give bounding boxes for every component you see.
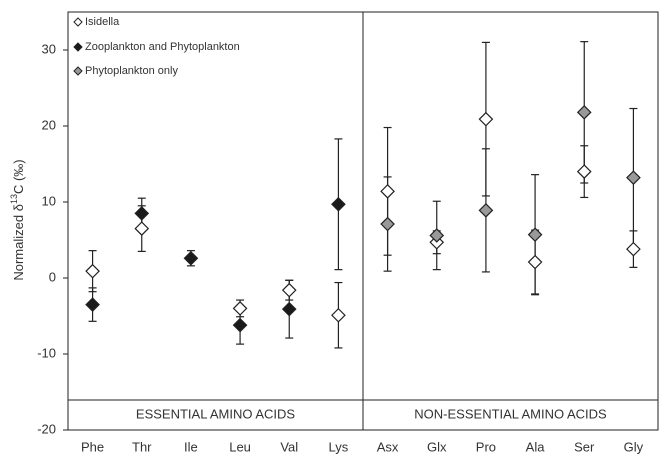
x-tick-label: Ile xyxy=(184,439,198,454)
point xyxy=(281,301,297,317)
y-tick-label: 0 xyxy=(49,269,56,284)
point xyxy=(429,228,445,243)
legend-marker xyxy=(73,17,83,27)
y-tick-label: 10 xyxy=(42,193,56,208)
x-tick-label: Val xyxy=(280,439,298,454)
point xyxy=(576,104,592,120)
point xyxy=(281,282,297,298)
group-label: ESSENTIAL AMINO ACIDS xyxy=(136,406,296,421)
y-label-superscript: 13 xyxy=(9,194,19,204)
point xyxy=(232,317,248,333)
y-tick-label: 30 xyxy=(42,41,56,56)
point xyxy=(232,301,248,316)
point xyxy=(527,227,543,243)
point xyxy=(85,297,100,312)
point xyxy=(478,203,494,218)
point xyxy=(527,254,543,270)
point xyxy=(380,216,395,232)
point xyxy=(134,206,150,221)
x-tick-label: Lys xyxy=(329,439,349,454)
point xyxy=(626,170,641,186)
y-label-suffix: C (‰) xyxy=(11,159,26,194)
point xyxy=(478,111,494,127)
point xyxy=(331,307,346,323)
y-label-prefix: Normalized δ xyxy=(11,204,26,281)
x-tick-label: Leu xyxy=(229,439,251,454)
point xyxy=(85,263,100,279)
x-tick-label: Ala xyxy=(526,439,546,454)
legend-marker xyxy=(73,42,83,52)
point xyxy=(576,164,592,179)
x-tick-label: Asx xyxy=(377,439,399,454)
x-tick-label: Thr xyxy=(132,439,152,454)
legend-marker xyxy=(73,66,83,76)
y-tick-label: -10 xyxy=(37,345,56,360)
x-tick-label: Gly xyxy=(624,439,644,454)
x-tick-label: Glx xyxy=(427,439,447,454)
legend-label: Isidella xyxy=(85,16,120,28)
group-label: NON-ESSENTIAL AMINO ACIDS xyxy=(414,406,607,421)
x-tick-label: Phe xyxy=(81,439,104,454)
point xyxy=(134,221,150,236)
point xyxy=(183,250,199,266)
legend-label: Zooplankton and Phytoplankton xyxy=(85,41,240,53)
y-tick-label: -20 xyxy=(37,421,56,436)
x-tick-label: Ser xyxy=(574,439,595,454)
point xyxy=(626,241,641,257)
point xyxy=(380,184,395,199)
x-tick-label: Pro xyxy=(476,439,496,454)
y-axis-label: Normalized δ13C (‰) xyxy=(9,159,26,280)
point xyxy=(331,196,346,212)
legend-label: Phytoplankton only xyxy=(85,65,178,77)
y-tick-label: 20 xyxy=(42,117,56,132)
